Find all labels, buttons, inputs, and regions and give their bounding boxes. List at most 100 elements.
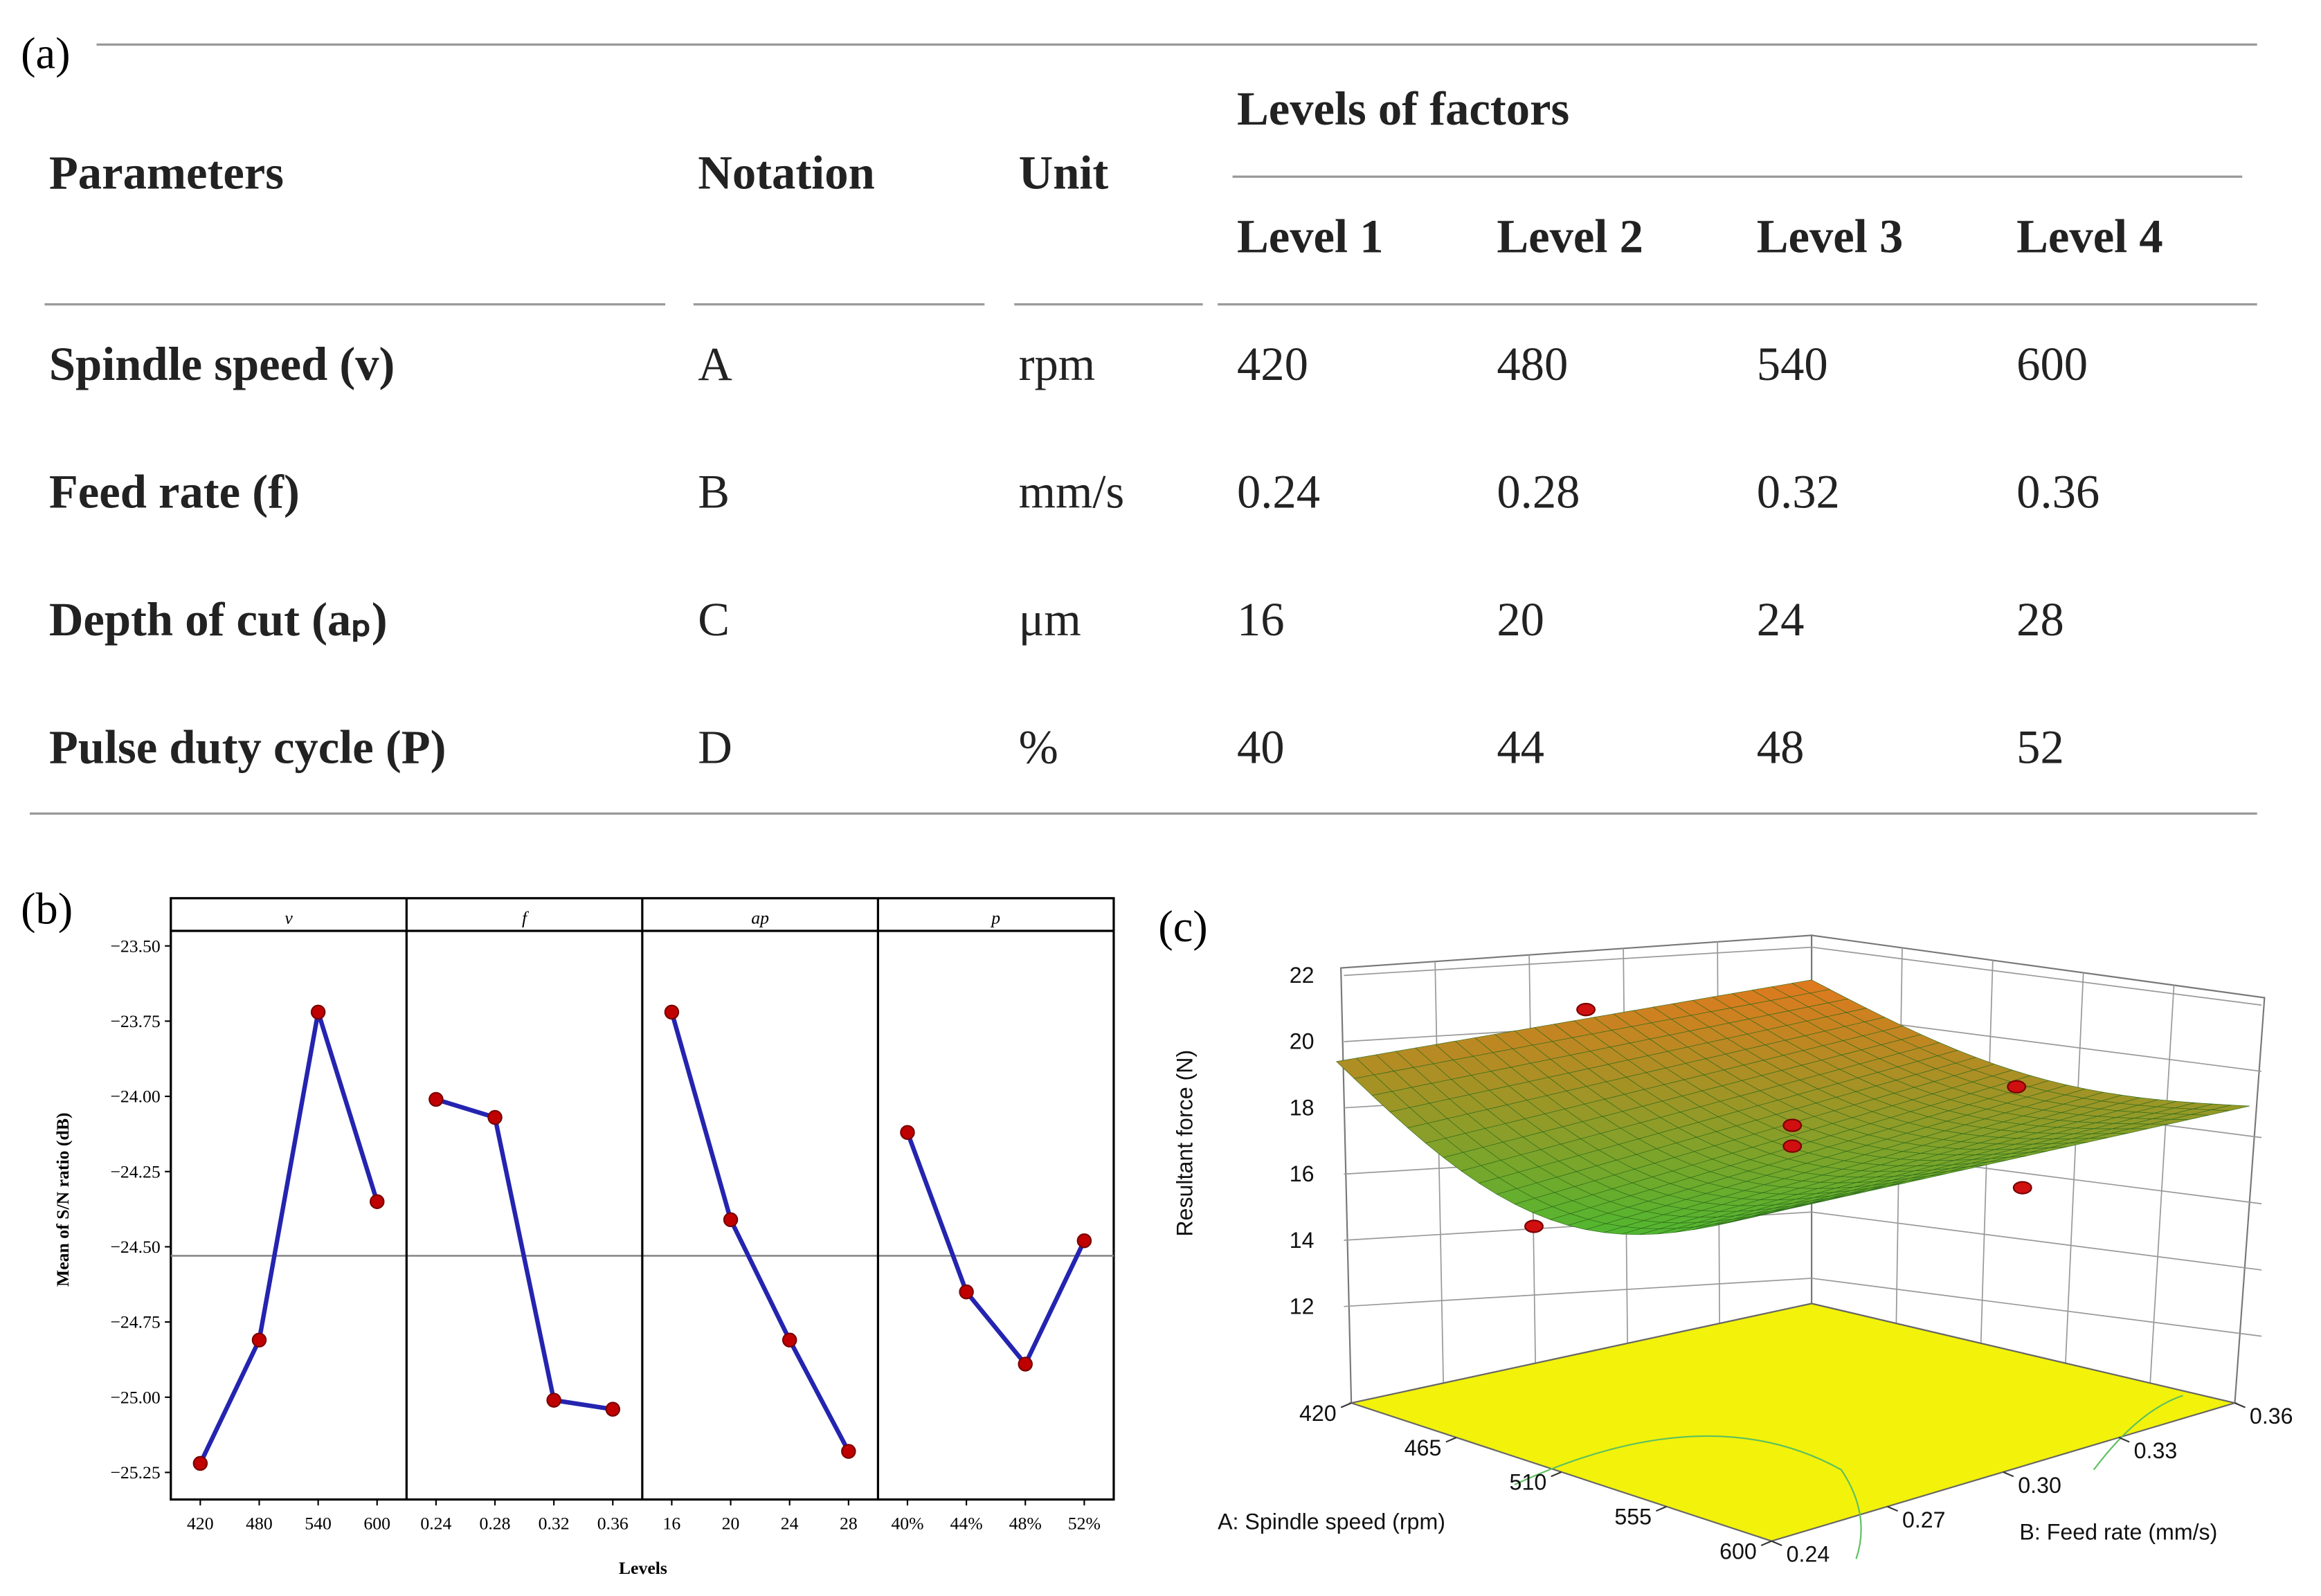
marker — [782, 1332, 797, 1348]
cell: 0.32 — [1757, 466, 1840, 518]
marker — [959, 1284, 974, 1300]
z-tick-label: 16 — [1290, 1161, 1315, 1186]
contour — [1514, 1435, 1862, 1559]
cell: 28 — [2016, 593, 2064, 646]
z-axis-label: Resultant force (N) — [1173, 1050, 1198, 1237]
cell: 420 — [1237, 338, 1308, 390]
cell: A — [698, 338, 732, 390]
marker — [546, 1393, 561, 1408]
cell: 52 — [2016, 721, 2064, 774]
cell: μm — [1019, 593, 1081, 646]
x-tick-label: 52% — [1068, 1513, 1101, 1533]
x-tick-label: 0.32 — [539, 1513, 570, 1533]
marker — [251, 1332, 267, 1348]
cell: 0.28 — [1497, 466, 1580, 518]
z-tick-label: 22 — [1290, 963, 1315, 988]
y-tick-label: −25.25 — [110, 1462, 160, 1482]
row-header: Feed rate (f) — [49, 466, 300, 518]
y-tick-label: −24.75 — [110, 1312, 160, 1332]
x-tick-label: 0.24 — [420, 1513, 451, 1533]
panel-label: (a) — [21, 29, 70, 78]
y-tick-label: 0.33 — [2134, 1438, 2178, 1463]
y-tick-label: −23.50 — [110, 936, 160, 956]
x-tick — [1656, 1505, 1667, 1512]
x-tick-label: 48% — [1009, 1513, 1042, 1533]
x-tick-label: 28 — [840, 1513, 858, 1533]
design-point — [1782, 1118, 1803, 1132]
group-header: Levels of factors — [1237, 82, 1569, 135]
design-point — [1782, 1139, 1803, 1153]
x-tick-label: 465 — [1405, 1435, 1442, 1460]
cell: C — [698, 593, 730, 646]
facet-name: ap — [751, 907, 769, 927]
z-tick-label: 18 — [1290, 1095, 1315, 1120]
cell: 24 — [1757, 593, 1805, 646]
design-point — [2007, 1080, 2027, 1094]
wall-grid — [2149, 985, 2175, 1384]
x-tick-label: 44% — [950, 1513, 983, 1533]
cell: 48 — [1757, 721, 1805, 774]
line — [435, 1097, 613, 1412]
wall-grid — [2065, 972, 2084, 1363]
cell: 44 — [1497, 721, 1544, 774]
x-tick-label: 20 — [722, 1513, 740, 1533]
x-tick-label: 480 — [246, 1513, 273, 1533]
x-tick — [1445, 1437, 1457, 1443]
row-header: Depth of cut (aₚ) — [49, 593, 388, 646]
marker — [1018, 1357, 1033, 1372]
y-tick-label: −23.75 — [110, 1011, 160, 1031]
cell: 40 — [1237, 721, 1285, 774]
panel-label: (b) — [21, 884, 73, 933]
marker — [370, 1194, 385, 1209]
z-tick-label: 12 — [1290, 1294, 1315, 1318]
x-tick-label: 420 — [1299, 1401, 1337, 1426]
cell: 540 — [1757, 338, 1828, 390]
column-header: Parameters — [49, 146, 284, 199]
y-tick-label: 0.24 — [1787, 1542, 1830, 1567]
y-tick-label: 0.27 — [1902, 1507, 1946, 1532]
column-header: Level 2 — [1497, 210, 1643, 263]
z-grid — [1344, 946, 1812, 977]
marker — [428, 1091, 444, 1107]
marker — [900, 1125, 915, 1140]
y-tick-label: 0.30 — [2018, 1473, 2061, 1498]
marker — [664, 1004, 680, 1020]
cell: rpm — [1019, 338, 1096, 390]
y-tick — [2003, 1471, 2014, 1478]
cell: B — [698, 466, 730, 518]
line — [669, 1011, 851, 1453]
y-tick — [2234, 1402, 2246, 1408]
z-grid — [1812, 1278, 2262, 1337]
y-tick — [2118, 1437, 2130, 1443]
facet-name: p — [990, 907, 1000, 927]
z-tick-label: 20 — [1290, 1029, 1315, 1054]
column-header: Notation — [698, 146, 874, 199]
table: Levels of factors — [29, 43, 2257, 815]
cell: mm/s — [1019, 466, 1125, 518]
marker — [1076, 1233, 1092, 1249]
facet-name: f — [522, 907, 530, 927]
column-header: Level 1 — [1237, 210, 1384, 263]
cell: 0.36 — [2016, 466, 2099, 518]
marker — [723, 1212, 739, 1228]
z-tick-label: 14 — [1290, 1228, 1315, 1253]
panel-label: (c) — [1158, 902, 1207, 951]
x-tick-label: 510 — [1510, 1470, 1547, 1495]
y-axis-label: Mean of S/N ratio (dB) — [53, 1112, 73, 1287]
design-point — [2012, 1181, 2032, 1195]
cell: % — [1019, 721, 1058, 774]
x-tick-label: 0.36 — [597, 1513, 629, 1533]
column-header: Unit — [1019, 146, 1109, 199]
y-tick-label: −24.50 — [110, 1237, 160, 1257]
cell: 480 — [1497, 338, 1568, 390]
cell: 600 — [2016, 338, 2088, 390]
y-tick-label: −25.00 — [110, 1387, 160, 1407]
x-tick-label: 555 — [1614, 1504, 1652, 1529]
x-tick-label: 16 — [663, 1513, 681, 1533]
x-tick-label: 420 — [187, 1513, 214, 1533]
x-tick-label: 600 — [363, 1513, 390, 1533]
column-header: Level 3 — [1757, 210, 1904, 263]
surface-cell — [2211, 1105, 2250, 1111]
marker — [605, 1402, 621, 1417]
z-grid — [1812, 946, 2262, 1006]
